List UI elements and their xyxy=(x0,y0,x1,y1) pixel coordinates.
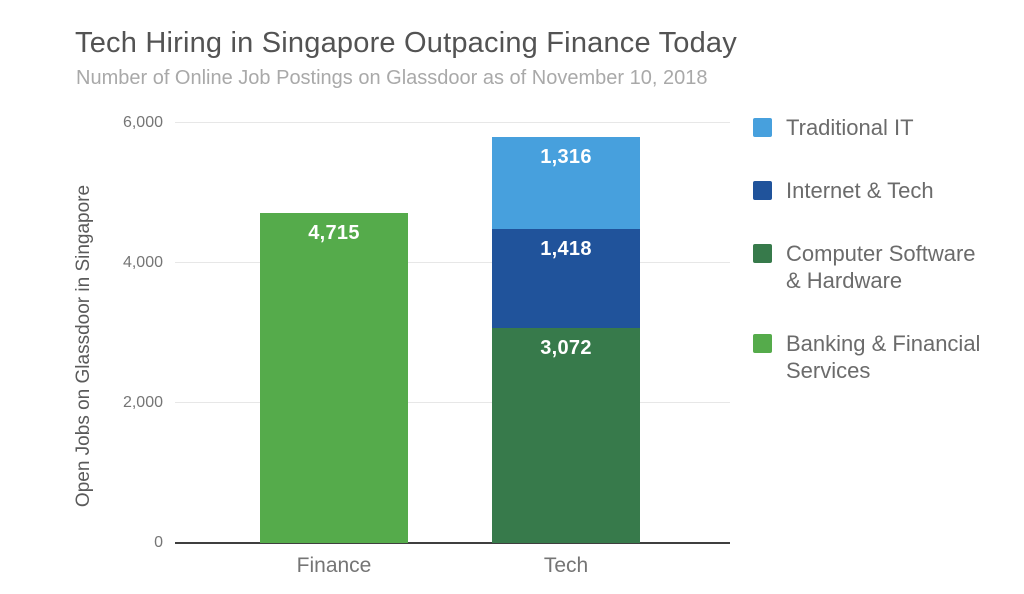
legend-item-banking-financial-services: Banking & Financial Services xyxy=(753,330,991,384)
legend-swatch-computer-software-hardware xyxy=(753,244,772,263)
plot-area: 0 2,000 4,000 6,000 4,715 Finance 3,072 1,418 1,… xyxy=(123,114,730,577)
legend-swatch-internet-tech xyxy=(753,181,772,200)
bar-segment-finance-banking-financial-services: 4,715 xyxy=(260,213,408,543)
legend-label-internet-tech: Internet & Tech xyxy=(786,178,934,203)
y-axis-title: Open Jobs on Glassdoor in Singapore xyxy=(73,184,94,508)
bar-tech: 3,072 1,418 1,316 xyxy=(492,137,640,543)
x-axis-line xyxy=(175,542,730,544)
gridline-6-000 xyxy=(175,122,730,123)
bar-value-label-banking-financial-services: 4,715 xyxy=(308,222,360,244)
gridline-4-000 xyxy=(175,262,730,263)
bar-segment-tech-computer-software-hardware: 3,072 xyxy=(492,328,640,543)
bar-value-label-internet-tech: 1,418 xyxy=(540,238,592,260)
legend-label-banking-financial-services: Banking & Financial Services xyxy=(786,331,981,383)
y-tick-label-4-000: 4,000 xyxy=(122,254,163,271)
y-tick-label-6-000: 6,000 xyxy=(122,114,163,131)
legend: Traditional IT Internet & Tech Computer So… xyxy=(753,114,991,384)
legend-swatch-banking-financial-services xyxy=(753,334,772,353)
bar-segment-tech-traditional-it: 1,316 xyxy=(492,137,640,229)
legend-item-computer-software-hardware: Computer Software & Hardware xyxy=(753,240,991,294)
bar-value-label-traditional-it: 1,316 xyxy=(540,146,592,168)
y-tick-label-2-000: 2,000 xyxy=(122,394,163,411)
x-category-label-tech: Tech xyxy=(543,554,589,577)
bar-finance: 4,715 xyxy=(260,213,408,543)
legend-swatch-traditional-it xyxy=(753,118,772,137)
chart-title: Tech Hiring in Singapore Outpacing Finan… xyxy=(75,27,737,59)
bar-segment-tech-internet-tech: 1,418 xyxy=(492,229,640,328)
legend-item-internet-tech: Internet & Tech xyxy=(753,177,991,204)
chart-subtitle: Number of Online Job Postings on Glassdo… xyxy=(76,67,708,89)
legend-label-traditional-it: Traditional IT xyxy=(786,115,914,140)
bar-value-label-computer-software-hardware: 3,072 xyxy=(540,337,592,359)
gridline-2-000 xyxy=(175,402,730,403)
y-tick-label-0: 0 xyxy=(154,534,163,551)
legend-label-computer-software-hardware: Computer Software & Hardware xyxy=(786,241,976,293)
x-category-label-finance: Finance xyxy=(296,554,372,577)
legend-item-traditional-it: Traditional IT xyxy=(753,114,991,141)
